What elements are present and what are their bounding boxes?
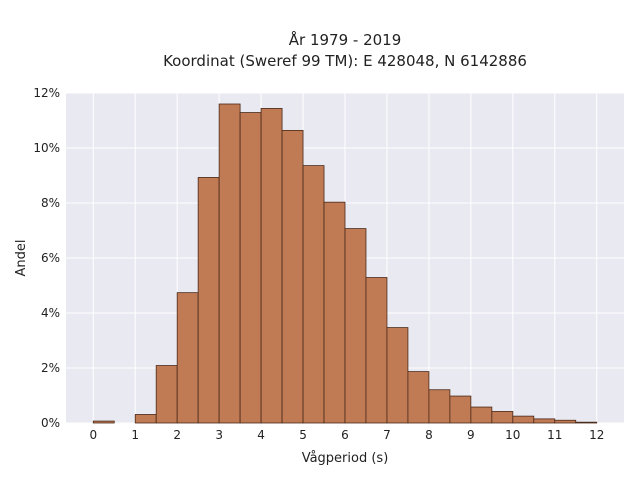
histogram-bar [386,327,409,424]
histogram-bar [554,419,577,424]
histogram-bar [491,411,514,424]
x-tick-label: 8 [425,428,433,442]
x-tick-label: 5 [299,428,307,442]
histogram-bar [470,406,493,424]
y-tick-labels: 0% 2% 4% 6% 8% 10% 12% [33,86,60,430]
histogram-bar [155,365,178,424]
x-tick-label: 2 [173,428,181,442]
x-axis-label: Vågperiod (s) [302,451,389,466]
x-tick-labels: 0 1 2 3 4 5 6 7 8 9 10 11 12 [89,428,604,442]
y-tick-label: 4% [41,306,60,320]
x-tick-label: 3 [215,428,223,442]
histogram-bar [428,389,451,424]
histogram-bar [239,112,262,424]
histogram-bar [260,108,283,424]
histogram-bar [407,371,430,424]
chart-title: År 1979 - 2019 [289,30,402,49]
histogram-bar [512,415,535,424]
histogram-bar [365,277,388,424]
histogram-bar [92,420,115,424]
chart-subtitle: Koordinat (Sweref 99 TM): E 428048, N 61… [163,52,527,70]
histogram-bar [176,292,199,424]
x-tick-label: 7 [383,428,391,442]
y-axis-label: Andel [14,240,29,277]
x-tick-label: 6 [341,428,349,442]
histogram-bar [302,165,325,424]
histogram-bar [134,414,157,424]
histogram-bar [218,103,241,424]
x-tick-label: 12 [589,428,604,442]
bars-layer [92,103,598,424]
y-tick-label: 2% [41,361,60,375]
y-tick-label: 10% [33,141,60,155]
x-tick-label: 10 [505,428,520,442]
y-tick-label: 6% [41,251,60,265]
histogram-bar [197,177,220,424]
y-tick-label: 0% [41,416,60,430]
histogram-bar [281,129,304,424]
x-tick-label: 11 [547,428,562,442]
x-tick-label: 0 [89,428,97,442]
x-tick-label: 9 [467,428,475,442]
histogram-bar [575,421,598,424]
x-tick-label: 4 [257,428,265,442]
x-tick-label: 1 [131,428,139,442]
histogram-bar [344,228,367,424]
histogram-bar [449,395,472,424]
histogram-bar [533,418,556,424]
y-tick-label: 12% [33,86,60,100]
y-tick-label: 8% [41,196,60,210]
histogram-bar [323,201,346,424]
